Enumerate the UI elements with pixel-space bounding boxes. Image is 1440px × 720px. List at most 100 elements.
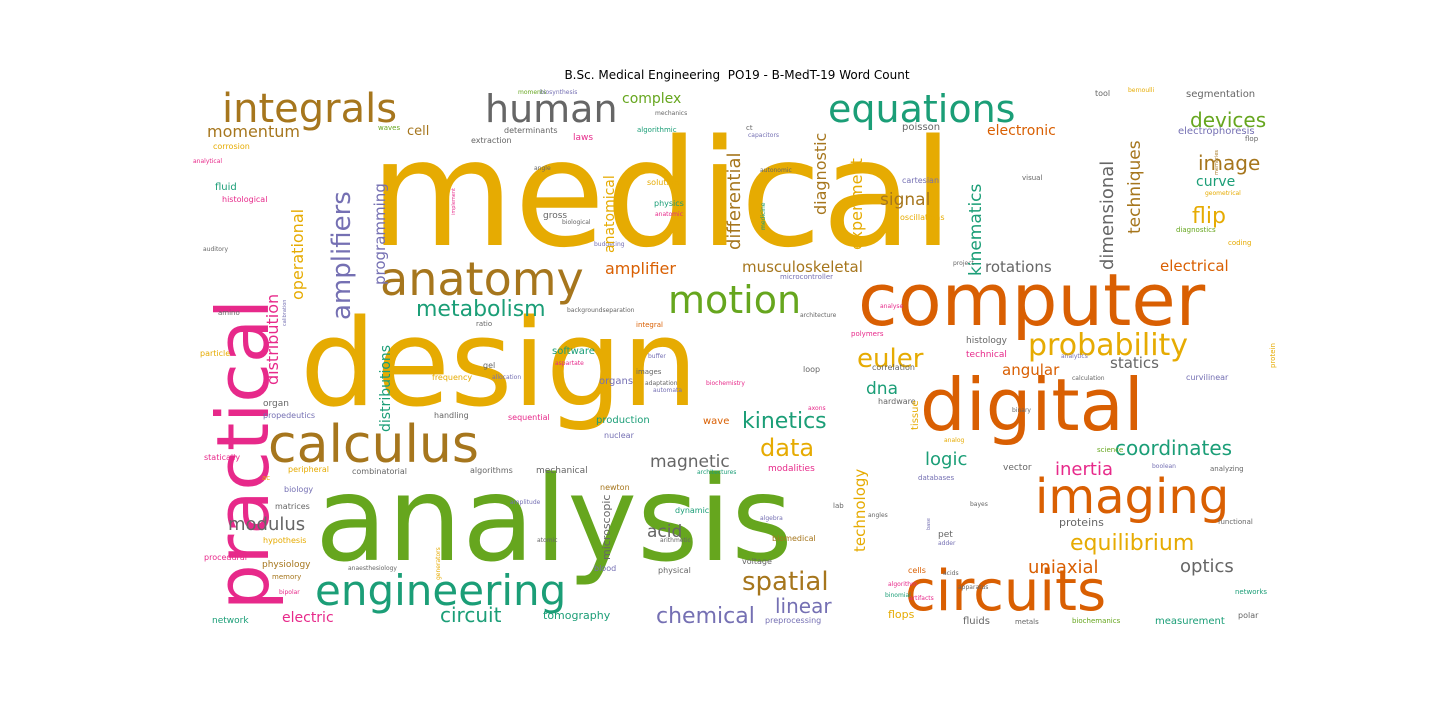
word-dna: dna (866, 379, 898, 399)
word-operational: operational (288, 209, 307, 300)
word-devices: devices (1190, 108, 1266, 132)
word-statics: statics (1110, 354, 1159, 372)
word-propedeutics: propedeutics (263, 411, 315, 420)
word-cell: cell (407, 124, 429, 139)
word-cartesian: cartesian (902, 176, 939, 185)
word-architectures: architectures (697, 469, 736, 476)
word-acid: acid (647, 522, 682, 542)
word-tissue: tissue (910, 400, 921, 430)
word-production: production (596, 415, 650, 426)
word-gross: gross (543, 211, 567, 221)
word-circuit: circuit (440, 603, 502, 627)
word-ct: ct (746, 124, 753, 132)
word-adder: adder (938, 540, 956, 547)
word-metals: metals (1015, 618, 1039, 626)
word-microscopic: microscopic (600, 495, 613, 560)
word-bipolar: bipolar (279, 589, 300, 596)
word-budgeting: budgeting (594, 241, 625, 248)
word-fluids: fluids (963, 616, 990, 627)
word-protein: protein (1269, 343, 1277, 368)
word-backgroundseparation: backgroundseparation (567, 307, 635, 314)
word-blood: blood (594, 564, 616, 573)
word-binary: binary (1012, 407, 1031, 414)
word-design: design (300, 295, 698, 434)
word-procedural: procedural (204, 553, 247, 562)
word-biochemistry: biochemistry (706, 380, 745, 387)
word-calculation: calculation (1072, 375, 1105, 382)
word-determinants: determinants (504, 126, 558, 135)
word-network: network (212, 616, 249, 626)
word-angular: angular (1002, 361, 1060, 379)
word-computer: computer (858, 258, 1206, 342)
word-human: human (485, 87, 618, 131)
word-data: data (760, 434, 814, 462)
word-acids: acids (943, 570, 959, 577)
word-base: base (926, 518, 932, 530)
word-allocation: allocation (492, 374, 521, 381)
word-modulus: modulus (228, 514, 305, 535)
word-flops: flops (888, 608, 915, 621)
word-hypothesis: hypothesis (263, 536, 306, 545)
word-project: project (953, 260, 974, 267)
word-amplifier: amplifier (605, 259, 676, 278)
word-solution: solution (647, 178, 679, 187)
word-hardware: hardware (878, 397, 916, 406)
word-flip: flip (1192, 204, 1226, 229)
word-experiment: experiment (847, 158, 866, 250)
word-calculus: calculus (268, 415, 479, 475)
word-metabolism: metabolism (416, 297, 546, 322)
word-boolean: boolean (1152, 463, 1176, 470)
word-extraction: extraction (471, 136, 512, 145)
word-autonomic: autonomic (760, 167, 792, 174)
word-angles: angles (868, 512, 888, 519)
word-architecture: architecture (800, 312, 837, 319)
word-geometrical: geometrical (1205, 190, 1241, 197)
word-networks: networks (1235, 588, 1267, 596)
word-integral: integral (636, 321, 663, 329)
word-ac: ac (262, 474, 270, 482)
word-coordinates: coordinates (1115, 436, 1232, 460)
word-corrosion: corrosion (213, 142, 250, 151)
word-buffer: buffer (648, 353, 666, 360)
word-polymers: polymers (851, 330, 884, 338)
word-dimensional: dimensional (1097, 161, 1118, 270)
word-measurement: measurement (1155, 616, 1225, 627)
word-logic: logic (925, 449, 967, 470)
word-anatomy: anatomy (380, 252, 584, 306)
word-analysis: analysis (315, 450, 793, 588)
word-distribution: distribution (263, 294, 282, 385)
word-diagnostic: diagnostic (811, 133, 830, 215)
word-inertia: inertia (1055, 459, 1113, 480)
word-medical: medical (370, 108, 953, 280)
word-adaptation: adaptation (645, 380, 678, 387)
word-implement: implement (451, 188, 457, 215)
word-apparatus: apparatus (958, 584, 988, 591)
word-musculoskeletal: musculoskeletal (742, 258, 863, 276)
word-analyzing: analyzing (1210, 465, 1244, 473)
word-preprocessing: preprocessing (765, 616, 821, 625)
word-uniaxial: uniaxial (1028, 557, 1099, 578)
word-newton: newton (600, 483, 630, 492)
word-databases: databases (918, 474, 954, 482)
word-technical: technical (966, 350, 1007, 360)
word-biology: biology (284, 485, 313, 494)
word-distributions: distributions (378, 345, 394, 432)
word-curvilinear: curvilinear (1186, 373, 1229, 382)
word-linear: linear (775, 594, 832, 618)
word-integrals: integrals (222, 86, 397, 132)
word-calibration: calibration (282, 300, 288, 326)
word-segmentation: segmentation (1186, 89, 1255, 100)
word-combinatorial: combinatorial (352, 467, 407, 476)
word-algebra: algebra (760, 515, 783, 522)
word-statically: statically (204, 453, 240, 462)
word-oscillations: oscillations (900, 213, 945, 222)
word-vector: vector (1003, 463, 1032, 473)
word-physiology: physiology (262, 560, 311, 570)
word-probability: probability (1028, 328, 1188, 363)
word-rotations: rotations (985, 258, 1052, 276)
word-electrophoresis: electrophoresis (1178, 126, 1255, 137)
word-modalities: modalities (768, 464, 815, 474)
word-images: images (636, 368, 662, 376)
word-image: image (1198, 151, 1260, 175)
word-physics: physics (654, 199, 684, 208)
